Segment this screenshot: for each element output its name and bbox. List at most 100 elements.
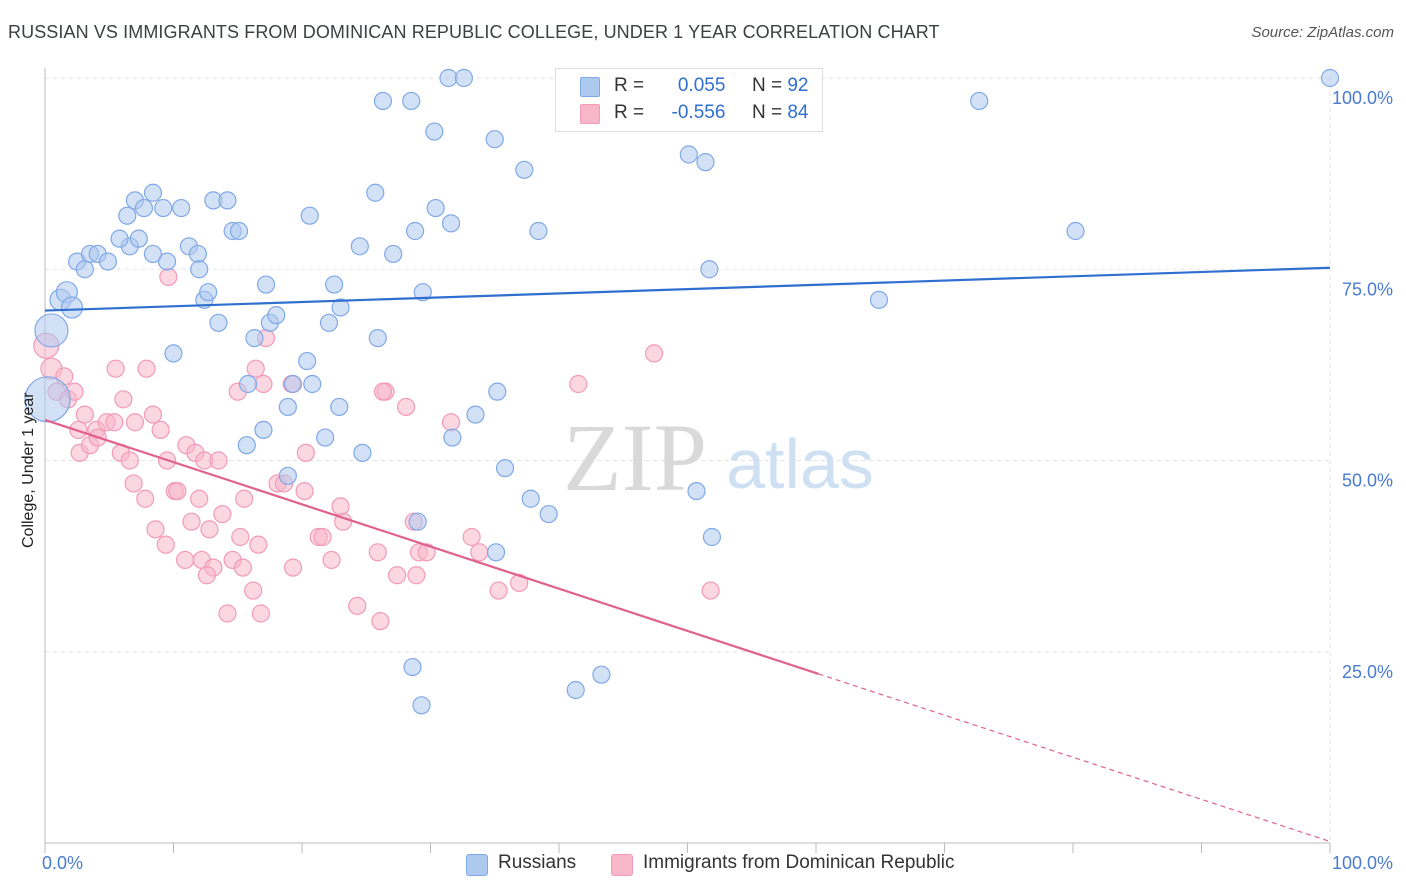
y-tick-label: 50.0% bbox=[1342, 471, 1393, 491]
point-russians bbox=[256, 275, 276, 294]
point-russians bbox=[368, 329, 387, 348]
point-russians bbox=[316, 428, 335, 447]
point-russians bbox=[60, 296, 84, 319]
point-dominican bbox=[124, 474, 143, 493]
point-russians bbox=[454, 68, 474, 88]
point-russians bbox=[515, 160, 534, 179]
point-russians bbox=[209, 313, 228, 332]
point-russians bbox=[350, 237, 369, 256]
point-russians bbox=[298, 351, 317, 371]
point-russians bbox=[254, 420, 273, 439]
y-tick-label: 25.0% bbox=[1342, 662, 1393, 682]
point-russians bbox=[366, 183, 385, 202]
point-russians bbox=[157, 252, 177, 271]
tick-labels: 25.0% 50.0% 75.0% 100.0% 0.0% 100.0% bbox=[42, 88, 1393, 873]
point-russians bbox=[143, 183, 163, 202]
point-dominican bbox=[105, 413, 124, 432]
point-russians bbox=[300, 206, 319, 225]
point-russians bbox=[75, 260, 94, 279]
x-tick-label: 0.0% bbox=[42, 853, 83, 873]
trend-lines bbox=[44, 266, 1331, 843]
watermark-zip: ZIP bbox=[563, 404, 707, 511]
point-dominican bbox=[209, 451, 228, 470]
point-dominican bbox=[348, 596, 367, 615]
point-russians bbox=[426, 198, 445, 218]
point-russians bbox=[495, 459, 515, 478]
point-russians bbox=[330, 397, 349, 417]
point-russians bbox=[592, 665, 611, 684]
point-russians bbox=[283, 374, 303, 394]
point-dominican bbox=[322, 550, 341, 570]
point-dominican bbox=[644, 344, 664, 363]
source-label: Source: ZipAtlas.com bbox=[1251, 24, 1394, 41]
point-russians bbox=[1066, 221, 1085, 241]
legend-r-label: R = bbox=[614, 102, 645, 123]
point-dominican bbox=[137, 359, 156, 378]
point-russians bbox=[466, 405, 485, 424]
series-dominican-points bbox=[33, 267, 720, 631]
point-russians bbox=[303, 374, 322, 394]
point-dominican bbox=[470, 543, 489, 562]
point-russians bbox=[34, 313, 69, 348]
point-russians bbox=[869, 290, 889, 309]
point-dominican bbox=[200, 520, 219, 539]
point-russians bbox=[190, 260, 209, 279]
point-dominican bbox=[197, 566, 217, 585]
bottom-legend-swatch-pink bbox=[611, 854, 633, 876]
point-dominican bbox=[313, 527, 332, 547]
point-russians bbox=[172, 198, 191, 218]
point-russians bbox=[325, 275, 344, 294]
point-dominican bbox=[331, 497, 350, 516]
bottom-legend-swatch-blue bbox=[466, 854, 488, 876]
y-tick-label: 100.0% bbox=[1332, 88, 1393, 108]
point-russians bbox=[488, 382, 507, 401]
point-dominican bbox=[249, 535, 268, 554]
axes bbox=[44, 68, 1331, 853]
point-russians bbox=[702, 527, 722, 547]
point-dominican bbox=[190, 489, 209, 508]
y-axis-label: College, Under 1 year bbox=[20, 392, 37, 548]
series-russians-points bbox=[24, 68, 1340, 715]
watermark-atlas: atlas bbox=[726, 425, 874, 503]
point-russians bbox=[331, 298, 350, 317]
point-russians bbox=[199, 283, 218, 302]
point-russians bbox=[98, 252, 118, 271]
y-tick-label: 75.0% bbox=[1342, 279, 1393, 299]
point-dominican bbox=[510, 573, 529, 593]
point-russians bbox=[154, 198, 173, 218]
point-russians bbox=[443, 428, 462, 447]
point-dominican bbox=[368, 543, 387, 562]
point-russians bbox=[412, 696, 431, 715]
legend-n-value: 92 bbox=[787, 75, 809, 96]
point-russians bbox=[1320, 68, 1340, 88]
point-dominican bbox=[407, 566, 426, 585]
point-russians bbox=[129, 229, 148, 248]
point-russians bbox=[539, 504, 558, 524]
point-russians bbox=[384, 244, 403, 264]
point-dominican bbox=[231, 527, 250, 547]
point-russians bbox=[403, 657, 422, 677]
point-russians bbox=[405, 221, 425, 241]
legend-r-label: R = bbox=[614, 75, 645, 96]
point-russians bbox=[245, 329, 264, 348]
legend-swatch-blue bbox=[580, 77, 600, 97]
point-dominican bbox=[233, 558, 252, 577]
point-dominican bbox=[569, 374, 588, 394]
trend-line-dominican-extension bbox=[818, 673, 1331, 843]
trend-line-russians bbox=[44, 266, 1331, 312]
legend-swatch-pink bbox=[580, 104, 600, 124]
point-dominican bbox=[156, 535, 175, 554]
point-dominican bbox=[417, 543, 436, 562]
chart-title: RUSSIAN VS IMMIGRANTS FROM DOMINICAN REP… bbox=[8, 22, 940, 42]
point-dominican bbox=[251, 604, 270, 623]
point-russians bbox=[700, 260, 719, 279]
point-russians bbox=[164, 344, 183, 363]
point-dominican bbox=[114, 390, 133, 409]
point-russians bbox=[486, 543, 506, 562]
point-dominican bbox=[235, 489, 254, 508]
point-dominican bbox=[213, 504, 232, 524]
point-dominican bbox=[283, 558, 303, 577]
point-russians bbox=[110, 229, 129, 248]
point-dominican bbox=[295, 482, 314, 501]
